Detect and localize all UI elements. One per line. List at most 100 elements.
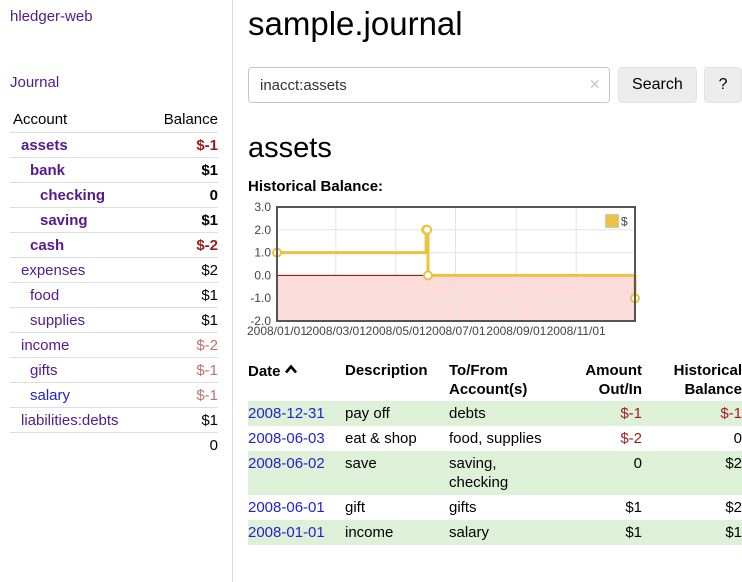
svg-text:2008/09/01: 2008/09/01 [486,324,546,338]
transaction-account: debts [449,405,486,422]
register-row: 2008-01-01 income salary $1 $1 [248,520,742,545]
transaction-account: saving, checking [449,455,509,491]
transaction-account: food, supplies [449,430,542,447]
account-balance: $1 [146,282,218,308]
svg-text:1.0: 1.0 [254,246,271,260]
register-header-amount: Amount Out/In [585,362,642,398]
account-row-cash: cash $-2 [10,232,218,258]
account-link-cash[interactable]: cash [30,236,65,254]
accounts-total-balance: 0 [146,432,218,458]
accounts-total-row: 0 [10,432,218,458]
account-link-salary[interactable]: salary [30,386,71,404]
transaction-account: salary [449,524,490,541]
account-balance: $-2 [146,332,218,358]
transaction-balance: 0 [733,430,742,447]
register-header-date-label: Date [248,363,281,380]
transaction-date-link[interactable]: 2008-06-01 [248,499,325,516]
register-header-date[interactable]: Date [248,359,345,401]
svg-text:3.0: 3.0 [254,200,271,214]
account-row-food: food $1 [10,282,218,308]
register-row: 2008-06-02 save saving, checking 0 $2 [248,451,742,495]
account-balance: $-1 [146,132,218,158]
svg-text:2008/11/01: 2008/11/01 [547,324,606,338]
account-link-saving[interactable]: saving [40,211,88,229]
account-row-checking: checking 0 [10,182,218,208]
chart-gridlines [277,207,635,321]
transaction-balance: $1 [725,524,742,541]
svg-text:2008/01/01: 2008/01/01 [247,324,307,338]
account-row-saving: saving $1 [10,207,218,233]
search-button[interactable]: Search [617,67,698,103]
transaction-date-link[interactable]: 2008-06-02 [248,455,325,472]
chart-title: Historical Balance: [248,178,384,195]
account-link-bank[interactable]: bank [30,161,66,179]
account-row-expenses: expenses $2 [10,257,218,283]
accounts-header-account: Account [10,107,147,133]
account-row-income: income $-2 [10,332,218,358]
account-heading: assets [248,132,332,164]
transaction-balance: $2 [725,455,742,472]
account-link-supplies[interactable]: supplies [30,311,86,329]
legend-swatch [605,214,619,228]
account-balance: $-1 [146,357,218,383]
svg-text:2008/05/01: 2008/05/01 [366,324,426,338]
transaction-balance: $2 [725,499,742,516]
account-balance: $-1 [146,382,218,408]
account-row-liabilities-debts: liabilities:debts $1 [10,407,218,433]
account-link-checking[interactable]: checking [40,186,106,204]
transaction-date-link[interactable]: 2008-12-31 [248,405,325,422]
register-header-balance: Historical Balance [673,362,742,398]
register-header-row: Date Description To/From Account(s) Amou… [248,359,742,401]
page-title: sample.journal [248,5,463,42]
legend-label: $ [621,215,628,229]
sort-ascending-icon [284,361,298,380]
transaction-amount: $1 [625,524,642,541]
transaction-description: save [345,455,377,472]
help-button[interactable]: ? [704,67,742,103]
chart-svg: $ 3.0 2.0 1.0 0.0 -1.0 -2.0 2008/01/012008/03… [247,200,640,338]
account-balance: $1 [146,307,218,333]
svg-text:2008/03/01: 2008/03/01 [306,324,366,338]
clear-search-icon[interactable]: ✕ [588,76,601,92]
account-link-assets[interactable]: assets [21,136,68,154]
transaction-description: pay off [345,405,390,422]
account-balance: $-2 [146,232,218,258]
transaction-date-link[interactable]: 2008-06-03 [248,430,325,447]
account-row-assets: assets $-1 [10,132,218,158]
chart-y-axis-labels: 3.0 2.0 1.0 0.0 -1.0 -2.0 [250,200,271,328]
chart-legend: $ [605,214,628,229]
register-row: 2008-06-03 eat & shop food, supplies $-2… [248,426,742,451]
account-link-gifts[interactable]: gifts [30,361,58,379]
transaction-amount: 0 [633,455,642,472]
transaction-balance: $-1 [720,405,742,422]
sidebar: hledger-web Journal Account Balance asse… [0,0,233,582]
transaction-amount: $-1 [620,405,642,422]
account-balance: $1 [146,207,218,233]
account-link-liabilities-debts[interactable]: liabilities:debts [21,411,119,429]
account-row-gifts: gifts $-1 [10,357,218,383]
account-link-income[interactable]: income [21,336,70,354]
register-header-account: To/From Account(s) [449,362,528,398]
transaction-amount: $-2 [620,430,642,447]
svg-text:2.0: 2.0 [254,223,271,237]
account-row-bank: bank $1 [10,157,218,183]
svg-text:-2.0: -2.0 [250,314,271,328]
main-content: sample.journal ✕ Search ? assets Histori… [247,0,742,545]
app-title-link[interactable]: hledger-web [10,8,93,25]
search-form: ✕ Search ? [248,67,742,103]
transaction-date-link[interactable]: 2008-01-01 [248,524,325,541]
account-balance: 0 [146,182,218,208]
transaction-account: gifts [449,499,477,516]
account-balance: $1 [146,407,218,433]
chart-border [276,206,636,322]
transaction-amount: $1 [625,499,642,516]
account-link-expenses[interactable]: expenses [21,261,86,279]
svg-text:2008/07/01: 2008/07/01 [425,324,485,338]
search-input[interactable] [248,67,610,103]
accounts-header-balance: Balance [146,107,218,133]
register-header-description: Description [345,362,428,379]
account-link-food[interactable]: food [30,286,60,304]
account-balance: $2 [146,257,218,283]
sidebar-item-journal[interactable]: Journal [10,74,60,91]
